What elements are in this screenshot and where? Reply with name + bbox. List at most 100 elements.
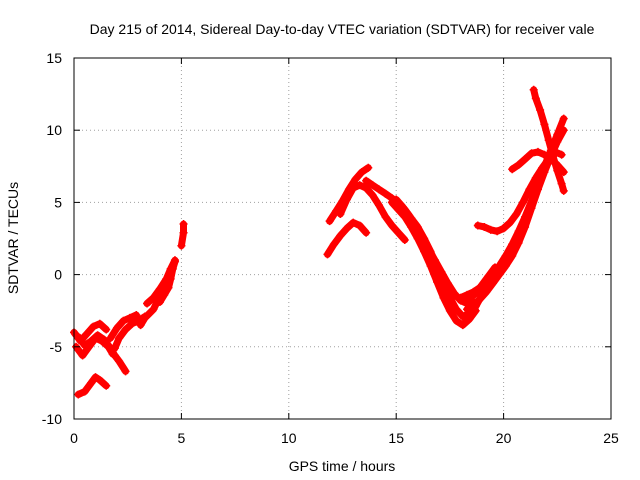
data-point (177, 241, 186, 250)
data-point (392, 195, 401, 204)
series-markers-arc-g (136, 287, 167, 330)
data-point (106, 334, 115, 343)
y-tick-label: 15 (46, 50, 62, 66)
data-point (143, 299, 152, 308)
data-point (100, 335, 109, 344)
data-point (134, 316, 143, 325)
data-point (136, 321, 145, 330)
data-point (357, 168, 366, 177)
data-point (469, 300, 478, 309)
data-point (424, 244, 433, 253)
series-markers-arc-v (529, 85, 568, 195)
data-point (488, 279, 497, 288)
data-point (417, 233, 426, 242)
data-point (540, 150, 549, 159)
data-point (166, 274, 175, 283)
data-point (338, 196, 347, 205)
y-tick-label: 0 (54, 267, 62, 283)
series-markers-arc-e (106, 311, 141, 343)
data-point (525, 185, 534, 194)
data-point (527, 204, 536, 213)
data-point (512, 209, 521, 218)
data-point (110, 344, 119, 353)
series-markers-arc-j (177, 220, 188, 250)
data-point (488, 270, 497, 279)
data-point (336, 231, 345, 240)
data-point (437, 267, 446, 276)
data-point (115, 334, 124, 343)
data-point (89, 322, 98, 331)
data-point (78, 351, 87, 360)
data-point (518, 198, 527, 207)
data-point (140, 313, 149, 322)
data-point (452, 305, 461, 314)
data-point (471, 306, 480, 315)
data-point (375, 185, 384, 194)
data-point (344, 185, 353, 194)
data-point (119, 316, 128, 325)
data-point (445, 306, 454, 315)
data-point (546, 146, 555, 155)
data-point (381, 212, 390, 221)
data-point (80, 387, 89, 396)
data-point (553, 166, 562, 175)
data-point (364, 163, 373, 172)
data-point (398, 202, 407, 211)
data-point (549, 152, 558, 161)
data-point (493, 227, 502, 236)
data-point (475, 295, 484, 304)
data-point (179, 228, 188, 237)
data-point (495, 261, 504, 270)
data-point (482, 277, 491, 286)
data-point (463, 305, 472, 314)
data-point (82, 329, 91, 338)
series-line-arc-o (388, 198, 480, 329)
series-markers-arc-i (155, 257, 179, 307)
y-tick-label: 10 (46, 122, 62, 138)
data-point (540, 120, 549, 129)
series-markers-arc-l (325, 163, 373, 226)
data-point (351, 175, 360, 184)
y-tick-label: 5 (54, 194, 62, 210)
data-point (458, 312, 467, 321)
data-point (538, 163, 547, 172)
data-point (368, 181, 377, 190)
series-markers-arc-o (387, 198, 480, 330)
x-tick-label: 0 (70, 430, 78, 446)
data-point (102, 381, 111, 390)
x-tick-label: 5 (178, 430, 186, 446)
data-point (87, 337, 96, 346)
data-point (93, 331, 102, 340)
series-markers-arc-s (456, 114, 568, 302)
data-series-markers (70, 85, 568, 399)
data-point (394, 228, 403, 237)
data-point (469, 287, 478, 296)
data-point (362, 176, 371, 185)
data-point (91, 373, 100, 382)
data-point (475, 283, 484, 292)
data-point (387, 198, 396, 207)
data-point (514, 160, 523, 169)
data-point (521, 212, 530, 221)
data-point (325, 217, 334, 226)
data-point (499, 224, 508, 233)
data-point (329, 240, 338, 249)
data-point (445, 285, 454, 294)
y-tick-labels: -10 -5 0 5 10 15 (42, 50, 62, 427)
data-point (501, 251, 510, 260)
x-tick-labels: 0 5 10 15 20 25 (70, 430, 619, 446)
data-point (80, 341, 89, 350)
data-point (110, 351, 119, 360)
data-point (149, 305, 158, 314)
data-point (456, 293, 465, 302)
series-markers-arc-k (323, 218, 371, 259)
data-point (349, 218, 358, 227)
data-point (362, 183, 371, 192)
data-point (506, 218, 515, 227)
data-point (478, 290, 487, 299)
data-point (443, 279, 452, 288)
data-point (87, 378, 96, 387)
series-markers-arc-q (445, 263, 500, 305)
data-point (426, 261, 435, 270)
